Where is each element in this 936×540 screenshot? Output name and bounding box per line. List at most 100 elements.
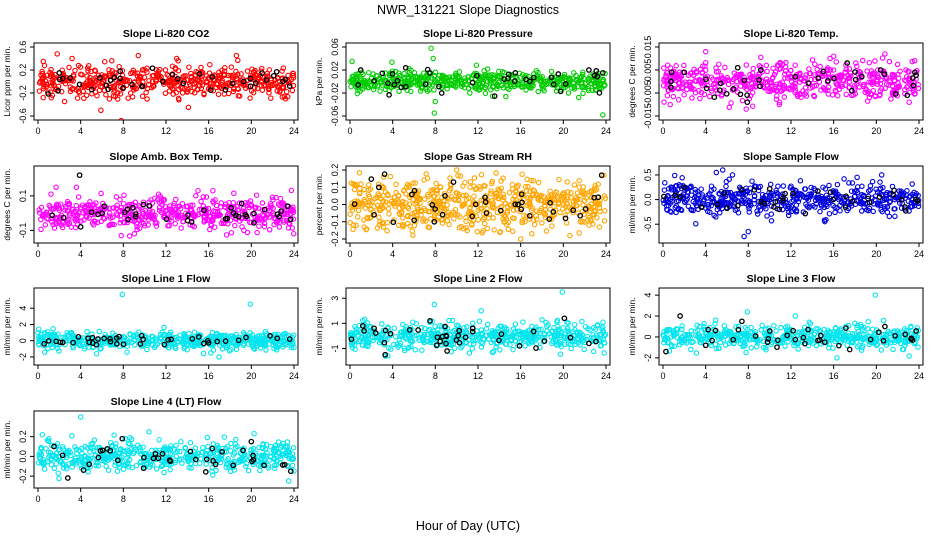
- data-point: [853, 60, 859, 66]
- data-point: [908, 203, 914, 210]
- data-point: [661, 193, 667, 200]
- data-point: [417, 88, 424, 94]
- data-point: [707, 93, 713, 100]
- data-point: [506, 86, 512, 92]
- data-point: [584, 333, 591, 340]
- data-point: [678, 207, 685, 214]
- data-point: [565, 341, 571, 347]
- data-point: [797, 178, 804, 184]
- data-point: [405, 205, 412, 212]
- data-point: [276, 89, 283, 95]
- data-point: [516, 328, 523, 335]
- data-point: [503, 93, 509, 100]
- data-point: [118, 117, 124, 120]
- data-point: [523, 76, 529, 83]
- data-point: [393, 199, 399, 206]
- data-point: [259, 70, 266, 76]
- data-point: [495, 186, 501, 192]
- data-point: [113, 211, 120, 217]
- data-point: [754, 340, 761, 346]
- data-point: [538, 79, 544, 85]
- data-point: [865, 318, 871, 325]
- data-point: [755, 184, 762, 191]
- data-point: [180, 80, 187, 87]
- data-point: [101, 206, 108, 212]
- data-point: [749, 89, 756, 96]
- data-point: [868, 71, 874, 78]
- data-point: [279, 68, 285, 74]
- data-point: [499, 210, 505, 217]
- data-point: [394, 77, 401, 84]
- data-point: [371, 325, 377, 332]
- data-point: [106, 96, 113, 102]
- data-point: [672, 192, 678, 199]
- data-point: [746, 199, 752, 206]
- data-point: [247, 337, 254, 343]
- data-point: [117, 75, 124, 82]
- data-point: [512, 201, 519, 208]
- data-point: [114, 96, 121, 102]
- data-point: [805, 80, 812, 86]
- data-point: [431, 110, 438, 116]
- data-point: [478, 308, 484, 314]
- data-point: [230, 199, 236, 206]
- data-point: [566, 76, 573, 82]
- data-point: [480, 216, 486, 222]
- data-point: [758, 54, 764, 61]
- data-point: [743, 349, 749, 356]
- data-point: [590, 204, 597, 210]
- data-point: [698, 186, 704, 192]
- data-point: [593, 187, 600, 193]
- data-point: [96, 328, 103, 335]
- data-point: [168, 218, 175, 224]
- data-point: [756, 77, 762, 83]
- data-point: [414, 197, 420, 204]
- data-point: [496, 73, 503, 80]
- data-point: [349, 58, 355, 65]
- data-point: [290, 75, 297, 81]
- data-point: [79, 82, 86, 88]
- y-tick-label: 0.1: [330, 181, 340, 194]
- y-tick-label: -0.015: [643, 103, 653, 129]
- data-point: [589, 212, 596, 218]
- data-point: [815, 188, 821, 194]
- data-point: [577, 74, 584, 81]
- data-point: [699, 70, 705, 76]
- data-point: [912, 196, 919, 203]
- data-point: [602, 331, 609, 338]
- data-point: [662, 180, 668, 186]
- data-point: [135, 52, 142, 59]
- data-point: [361, 316, 368, 323]
- data-point: [447, 175, 453, 181]
- data-point: [904, 92, 911, 99]
- data-point: [504, 208, 511, 214]
- data-point: [815, 75, 822, 81]
- data-point: [847, 75, 853, 81]
- data-point: [717, 80, 724, 87]
- data-point: [457, 173, 464, 179]
- data-point: [463, 218, 469, 224]
- data-point: [409, 228, 416, 234]
- data-point: [139, 83, 146, 89]
- data-point: [872, 196, 878, 203]
- data-point: [830, 196, 837, 203]
- data-point: [476, 318, 483, 324]
- data-point: [141, 222, 148, 229]
- data-point: [59, 339, 66, 346]
- data-point: [852, 201, 859, 207]
- data-point: [803, 201, 809, 207]
- data-point: [515, 328, 521, 335]
- data-points: [347, 289, 609, 359]
- data-point: [561, 71, 568, 78]
- data-point: [884, 204, 891, 210]
- data-point: [92, 218, 98, 225]
- data-point: [178, 225, 184, 231]
- data-point: [469, 328, 476, 335]
- data-point: [710, 195, 716, 201]
- data-point: [911, 69, 918, 76]
- data-point: [195, 342, 201, 348]
- data-point: [439, 84, 445, 91]
- data-point: [41, 341, 48, 347]
- data-point: [498, 331, 505, 337]
- data-point: [590, 324, 597, 331]
